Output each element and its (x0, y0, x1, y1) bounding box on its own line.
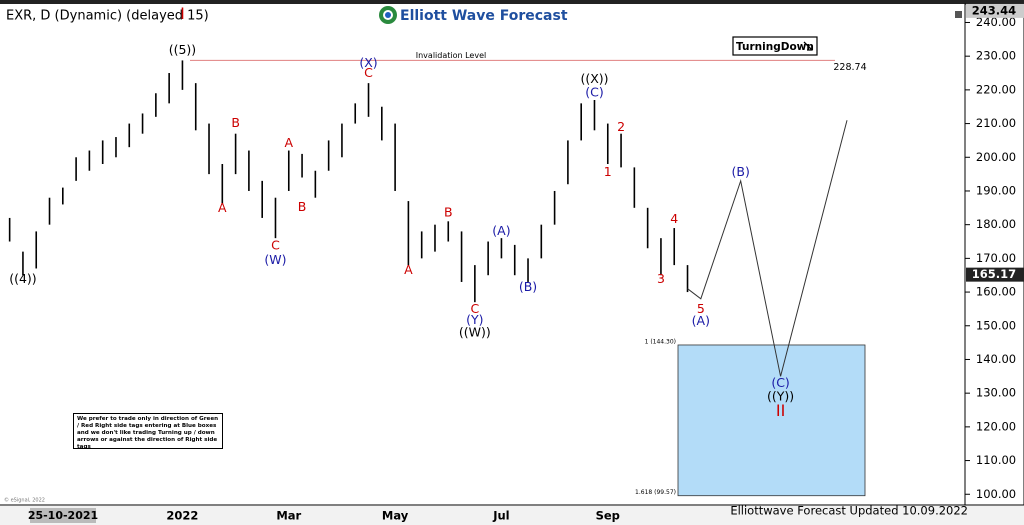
settings-icon (955, 11, 962, 18)
y-tick-label: 240.00 (976, 15, 1016, 29)
y-tick-label: 130.00 (976, 386, 1016, 400)
date-box (30, 508, 96, 523)
y-tick-label: 180.00 (976, 217, 1016, 231)
x-tick-label: Mar (276, 509, 301, 523)
y-tick-label: 140.00 (976, 352, 1016, 366)
wave-label: 2 (617, 119, 625, 134)
wave-label: C (271, 238, 280, 253)
y-tick-label: 150.00 (976, 318, 1016, 332)
y-tick-label: 230.00 (976, 49, 1016, 63)
wave-label: (B) (519, 279, 537, 294)
wave-label: B (231, 115, 240, 130)
wave-label: ((Y)) (767, 389, 794, 404)
top-border (0, 0, 1024, 4)
invalidation-label: Invalidation Level (416, 51, 486, 60)
copyright: © eSignal, 2022 (4, 497, 45, 504)
y-tick-label: 170.00 (976, 251, 1016, 265)
box-label: 1.618 (99.57) (635, 489, 676, 496)
wave-label: ((X)) (580, 71, 608, 86)
high-flag-label: 243.44 (972, 3, 1016, 17)
y-tick-label: 200.00 (976, 150, 1016, 164)
wave-label: (C) (771, 375, 789, 390)
disclaimer: We prefer to trade only in direction of … (73, 413, 223, 450)
last-price-label: 165.17 (972, 267, 1016, 281)
wave-label: II (776, 401, 785, 420)
wave-label: (C) (585, 85, 603, 100)
time-axis-panel (0, 506, 1024, 525)
wave-label: ((5)) (169, 42, 196, 57)
box-label: 1 (144.30) (645, 338, 676, 345)
wave-label: A (404, 262, 413, 277)
wave-label: (B) (732, 164, 750, 179)
y-tick-label: 160.00 (976, 285, 1016, 299)
x-tick-label: 2022 (166, 509, 198, 523)
wave-label: (A) (692, 313, 710, 328)
start-date: 25-10-2021 (28, 509, 98, 522)
x-tick-label: Sep (596, 509, 620, 523)
wave-label: I (180, 4, 185, 23)
y-tick-label: 220.00 (976, 82, 1016, 96)
wave-label: ((4)) (9, 271, 36, 286)
wave-label: 4 (670, 211, 678, 226)
wave-label: (W) (264, 252, 286, 267)
tag-box (732, 36, 818, 56)
wave-label: 1 (604, 164, 612, 179)
wave-label: (X) (359, 55, 377, 70)
price-axis-panel (964, 3, 1024, 506)
high-flag (966, 3, 1024, 18)
footer-text: Elliottwave Forecast Updated 10.09.2022 (730, 504, 968, 518)
logo-text: Elliott Wave Forecast (400, 8, 568, 24)
wave-label: 3 (657, 271, 665, 286)
y-tick-label: 110.00 (976, 453, 1016, 467)
wave-label: 5 (697, 301, 705, 316)
tag-text: TurningDown (736, 41, 814, 53)
logo-icon-core (385, 12, 391, 18)
wave-label: B (298, 199, 307, 214)
projection-line (687, 120, 848, 377)
symbol-title: EXR, D (Dynamic) (delayed 15) (6, 9, 209, 24)
invalidation-value: 228.74 (833, 62, 866, 73)
x-tick-label: May (382, 509, 409, 523)
wave-label: (Y) (466, 312, 483, 327)
target-box (677, 344, 866, 497)
wave-label: ((W)) (459, 325, 491, 340)
y-tick-label: 190.00 (976, 183, 1016, 197)
y-tick-label: 100.00 (976, 487, 1016, 501)
wave-label: C (364, 65, 373, 80)
y-tick-label: 210.00 (976, 116, 1016, 130)
wave-label: A (284, 135, 293, 150)
wave-label: A (218, 200, 227, 215)
tag-arrow (803, 41, 813, 51)
wave-label: B (444, 205, 453, 220)
last-price-flag (966, 267, 1024, 282)
y-tick-label: 120.00 (976, 419, 1016, 433)
wave-label: (A) (492, 223, 510, 238)
wave-label: C (470, 301, 479, 316)
x-tick-label: Jul (492, 509, 509, 523)
